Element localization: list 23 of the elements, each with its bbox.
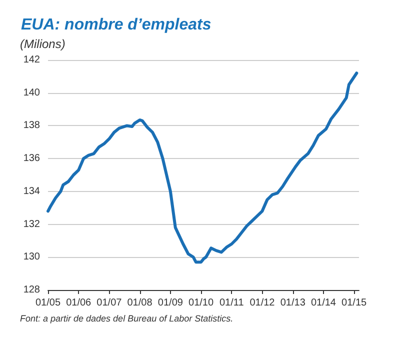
x-tick-label: 01/11 xyxy=(219,298,244,308)
x-tick-label: 01/14 xyxy=(310,298,336,308)
y-tick-label: 130 xyxy=(23,252,40,263)
y-tick-label: 134 xyxy=(23,186,40,197)
y-tick-label: 140 xyxy=(23,87,40,98)
x-tick-label: 01/12 xyxy=(250,298,276,308)
y-tick-label: 138 xyxy=(23,120,40,132)
x-tick-label: 01/06 xyxy=(66,298,92,308)
line-series xyxy=(46,72,358,264)
x-tick-label: 01/10 xyxy=(188,298,214,308)
text: Font: a partir de dades del Bureau of Labor Statistics. xyxy=(20,314,234,324)
x-tick-label: 01/05 xyxy=(35,298,61,308)
x-tick-label: 01/08 xyxy=(127,298,153,308)
y-axis-title: (Milions) xyxy=(20,37,66,51)
chart-title: EUA: nombre d’empleats xyxy=(21,16,212,34)
x-tick-label: 01/15 xyxy=(342,298,368,308)
x-tick-label: 01/07 xyxy=(96,298,122,308)
y-tick-label: 142 xyxy=(23,54,40,66)
x-tick-label: 01/13 xyxy=(280,298,306,308)
y-tick-label: 136 xyxy=(23,153,40,164)
y-tick-label: 132 xyxy=(23,218,40,230)
y-tick-label: 128 xyxy=(23,284,40,296)
x-tick-label: 01/09 xyxy=(158,298,184,308)
